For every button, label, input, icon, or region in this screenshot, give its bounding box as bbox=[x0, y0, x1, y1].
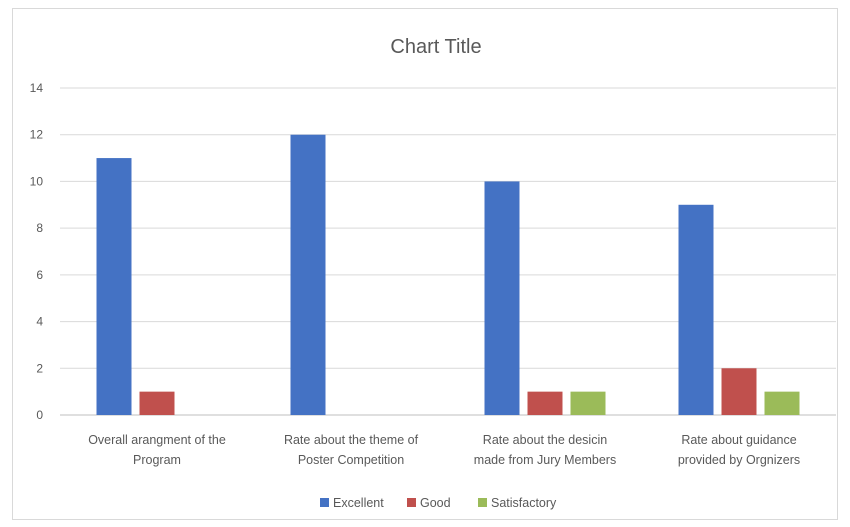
y-tick-label: 12 bbox=[30, 128, 44, 142]
y-tick-label: 6 bbox=[36, 268, 43, 282]
legend-swatch-good bbox=[407, 498, 416, 507]
bar-satisfactory-3 bbox=[570, 391, 606, 415]
bar-excellent-2 bbox=[290, 134, 326, 415]
x-category-label: Rate about the theme of bbox=[284, 433, 419, 447]
legend-label-satisfactory: Satisfactory bbox=[491, 496, 557, 510]
bar-good-4 bbox=[721, 368, 757, 415]
y-tick-label: 14 bbox=[30, 81, 44, 95]
bar-excellent-4 bbox=[678, 204, 714, 415]
legend-label-good: Good bbox=[420, 496, 451, 510]
x-category-label: provided by Orgnizers bbox=[678, 453, 800, 467]
gridlines bbox=[60, 87, 836, 416]
x-category-label: made from Jury Members bbox=[474, 453, 616, 467]
bar-good-3 bbox=[527, 391, 563, 415]
legend: Excellent Good Satisfactory bbox=[320, 496, 557, 510]
x-axis-categories: Overall arangment of the Program Rate abou… bbox=[88, 433, 800, 467]
x-category-label: Poster Competition bbox=[298, 453, 404, 467]
y-tick-label: 10 bbox=[30, 174, 44, 188]
bar-good-1 bbox=[139, 391, 175, 415]
x-category-label: Overall arangment of the bbox=[88, 433, 226, 447]
legend-label-excellent: Excellent bbox=[333, 496, 384, 510]
bars bbox=[96, 134, 800, 416]
y-tick-label: 0 bbox=[36, 408, 43, 422]
x-category-label: Rate about the desicin bbox=[483, 433, 607, 447]
bar-satisfactory-4 bbox=[764, 391, 800, 415]
y-tick-label: 8 bbox=[36, 221, 43, 235]
y-tick-label: 2 bbox=[36, 361, 43, 375]
bar-excellent-3 bbox=[484, 181, 520, 415]
bar-excellent-1 bbox=[96, 158, 132, 416]
y-axis-ticks: 0 2 4 6 8 10 12 14 bbox=[30, 81, 44, 422]
x-category-label: Rate about guidance bbox=[681, 433, 796, 447]
chart-title: Chart Title bbox=[390, 36, 481, 58]
y-tick-label: 4 bbox=[36, 315, 43, 329]
x-category-label: Program bbox=[133, 453, 181, 467]
legend-swatch-satisfactory bbox=[478, 498, 487, 507]
legend-swatch-excellent bbox=[320, 498, 329, 507]
